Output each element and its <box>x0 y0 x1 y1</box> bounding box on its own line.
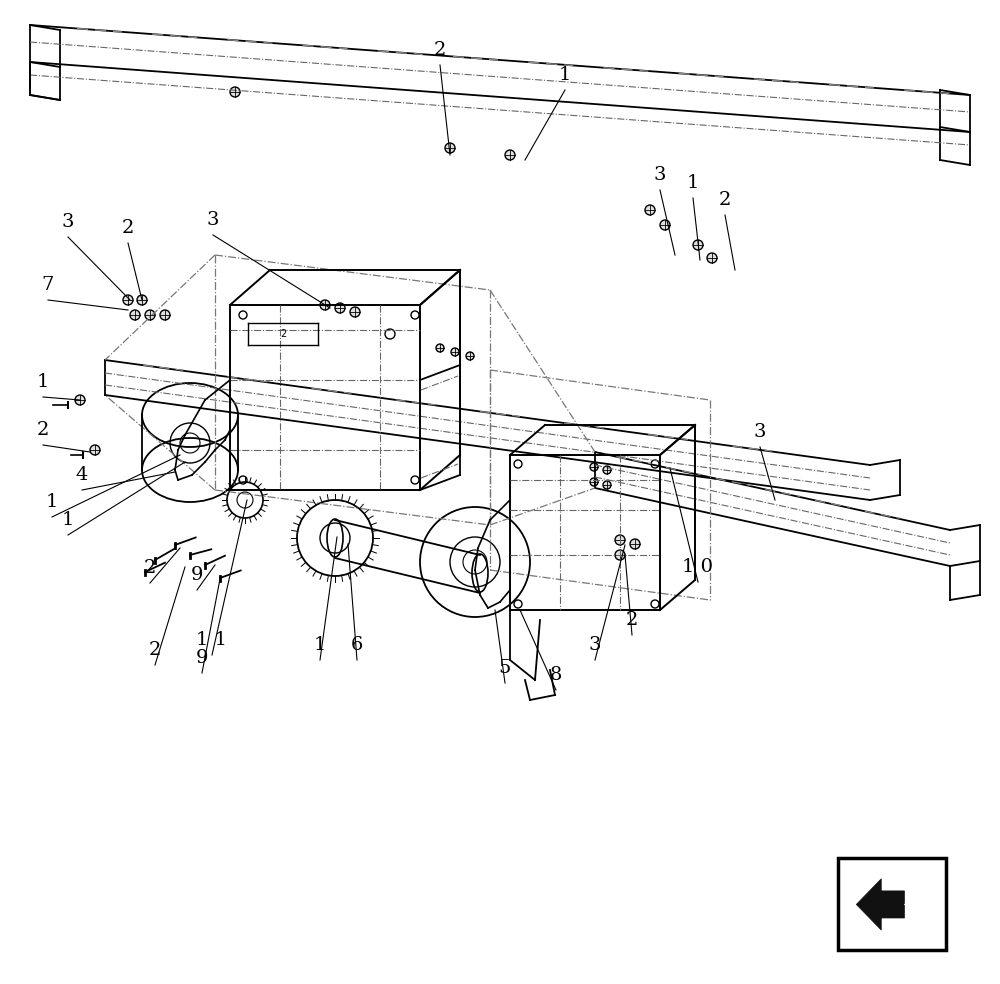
Circle shape <box>445 143 455 153</box>
Circle shape <box>436 344 444 352</box>
Circle shape <box>123 295 133 305</box>
Text: 1: 1 <box>687 174 699 192</box>
Bar <box>838 858 946 950</box>
Circle shape <box>693 240 703 250</box>
Text: 1: 1 <box>314 636 326 654</box>
Text: 3: 3 <box>62 213 74 231</box>
Circle shape <box>660 220 670 230</box>
Circle shape <box>145 310 155 320</box>
Text: 3: 3 <box>754 423 766 441</box>
Circle shape <box>160 310 170 320</box>
Text: 1: 1 <box>46 493 58 511</box>
Text: 2: 2 <box>149 641 161 659</box>
Text: 6: 6 <box>351 636 363 654</box>
Circle shape <box>137 295 147 305</box>
Circle shape <box>590 478 598 486</box>
Circle shape <box>615 550 625 560</box>
Circle shape <box>466 352 474 360</box>
Text: 1: 1 <box>62 511 74 529</box>
Circle shape <box>75 395 85 405</box>
Circle shape <box>335 303 345 313</box>
Circle shape <box>350 307 360 317</box>
Text: 2: 2 <box>144 559 156 577</box>
Text: 9: 9 <box>191 566 203 584</box>
Text: 2: 2 <box>719 191 731 209</box>
Circle shape <box>603 481 611 489</box>
Circle shape <box>630 539 640 549</box>
Circle shape <box>590 463 598 471</box>
Circle shape <box>90 445 100 455</box>
Text: 2: 2 <box>626 611 638 629</box>
Circle shape <box>505 150 515 160</box>
Text: 3: 3 <box>207 211 219 229</box>
Text: 5: 5 <box>499 659 511 677</box>
Text: 2: 2 <box>434 41 446 59</box>
Polygon shape <box>904 896 924 912</box>
Text: 1 0: 1 0 <box>682 558 714 576</box>
Text: 3: 3 <box>654 166 666 184</box>
Circle shape <box>645 205 655 215</box>
Text: 7: 7 <box>42 276 54 294</box>
Polygon shape <box>856 879 904 930</box>
Text: 2: 2 <box>122 219 134 237</box>
Text: 9: 9 <box>196 649 208 667</box>
Text: 2: 2 <box>280 329 286 339</box>
Text: 8: 8 <box>550 666 562 684</box>
Circle shape <box>615 535 625 545</box>
Circle shape <box>320 300 330 310</box>
Text: 1: 1 <box>37 373 49 391</box>
Circle shape <box>451 348 459 356</box>
Text: 4: 4 <box>76 466 88 484</box>
Circle shape <box>230 87 240 97</box>
Text: 1 1: 1 1 <box>196 631 228 649</box>
Text: 3: 3 <box>589 636 601 654</box>
Text: 2: 2 <box>37 421 49 439</box>
Circle shape <box>130 310 140 320</box>
Circle shape <box>603 466 611 474</box>
Text: 1: 1 <box>559 66 571 84</box>
Circle shape <box>707 253 717 263</box>
